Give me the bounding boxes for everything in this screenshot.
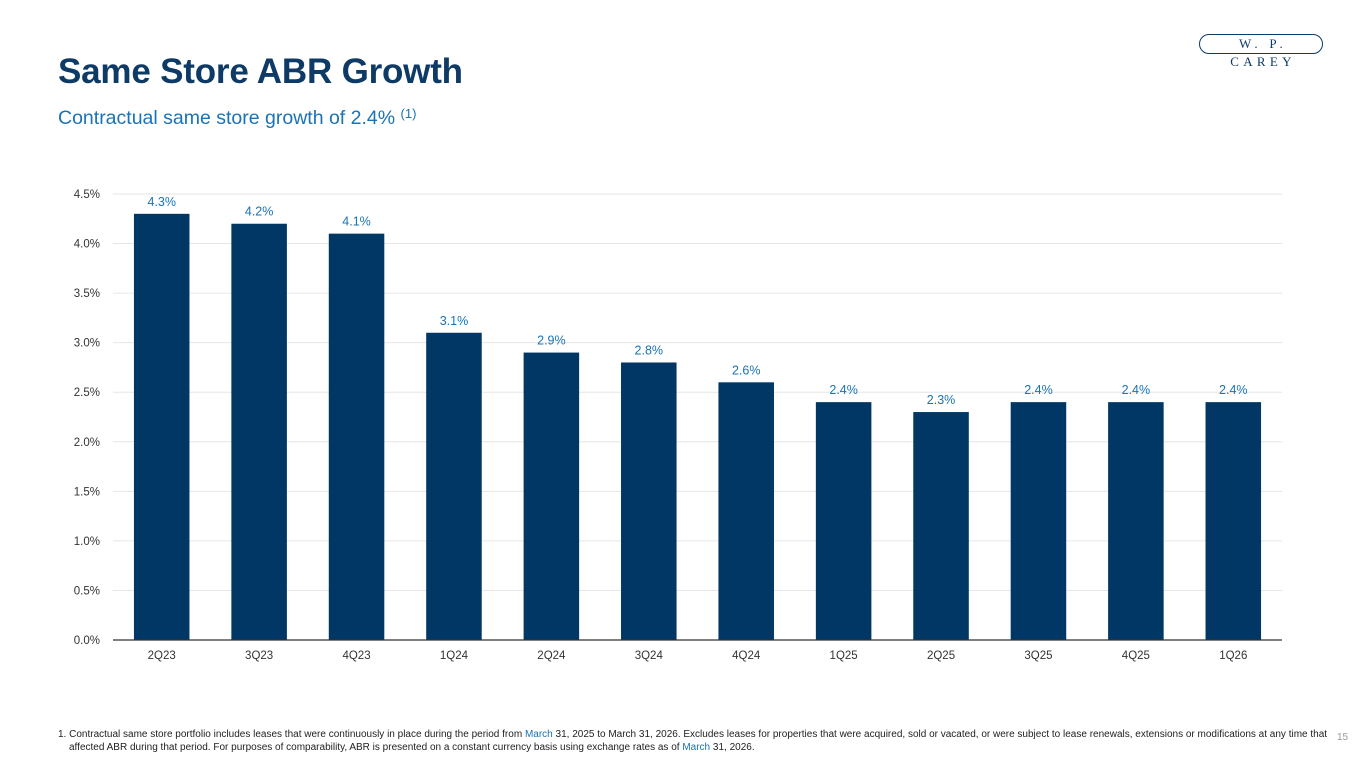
page-number: 15 [1337,732,1349,743]
x-tick-label: 1Q26 [1219,650,1247,662]
bar [231,223,287,640]
footnote-text-1: Contractual same store portfolio include… [69,729,525,740]
subtitle-text: Contractual same store growth of 2.4% [58,107,396,129]
x-tick-label: 2Q23 [148,650,176,662]
data-label: 2.8% [635,343,664,357]
y-tick-label: 2.5% [74,387,100,399]
data-label: 4.1% [342,215,371,229]
y-tick-label: 1.0% [74,536,100,548]
data-label: 2.9% [537,334,566,348]
footnote-marker: 1. [58,729,67,740]
footnote-text-2: 31, 2025 to March 31, 2026. Excludes lea… [69,729,1328,753]
x-tick-label: 2Q24 [537,650,566,662]
x-tick-label: 4Q24 [732,650,761,662]
y-tick-label: 0.5% [74,585,100,597]
data-label: 2.6% [732,363,761,377]
x-tick-label: 1Q25 [830,650,858,662]
bar [718,382,774,640]
footnote-date-1: March [524,729,553,740]
y-tick-label: 3.0% [74,338,100,350]
data-label: 2.4% [1219,383,1248,397]
bar [523,352,580,640]
data-label: 2.4% [829,383,858,397]
x-tick-label: 3Q24 [635,650,664,662]
page-subtitle: Contractual same store growth of 2.4% (1… [58,106,416,130]
page-title: Same Store ABR Growth [58,52,463,91]
x-tick-label: 4Q25 [1122,650,1150,662]
bar [815,402,872,640]
bar [913,412,969,640]
data-label: 2.4% [1122,383,1151,397]
y-tick-label: 4.5% [74,189,100,201]
bar [328,233,385,640]
bar [1108,402,1164,640]
data-label: 3.1% [440,314,469,328]
company-logo: W. P. CAREY [1199,34,1323,69]
x-tick-label: 3Q23 [245,650,273,662]
x-tick-label: 4Q23 [342,650,370,662]
y-tick-label: 4.0% [74,239,100,251]
footnote: 1. Contractual same store portfolio incl… [58,728,1331,754]
data-label: 2.4% [1024,383,1053,397]
x-tick-label: 3Q25 [1024,650,1052,662]
y-tick-label: 1.5% [74,486,100,498]
y-tick-label: 0.0% [74,635,100,647]
bar-chart: 0.0% 0.5% 1.0% 1.5% 2.0% 2.5% 3.0% 3.5% 4.0% 4.5%… [74,189,1282,662]
y-tick-label: 2.0% [74,437,100,449]
x-tick-label: 2Q25 [927,650,955,662]
data-label: 4.2% [245,205,274,219]
x-tick-label: 1Q24 [440,650,469,662]
footnote-date-2: March [682,742,711,753]
y-tick-label: 3.5% [74,288,100,300]
footnote-text-3: 31, 2026. [710,742,755,753]
data-label: 4.3% [147,195,176,209]
data-label: 2.3% [927,393,956,407]
bar [1010,402,1067,640]
bar [1205,402,1262,640]
bar [133,213,190,641]
footnote-reference: (1) [400,106,417,121]
bar [426,332,482,640]
bar [621,362,677,640]
